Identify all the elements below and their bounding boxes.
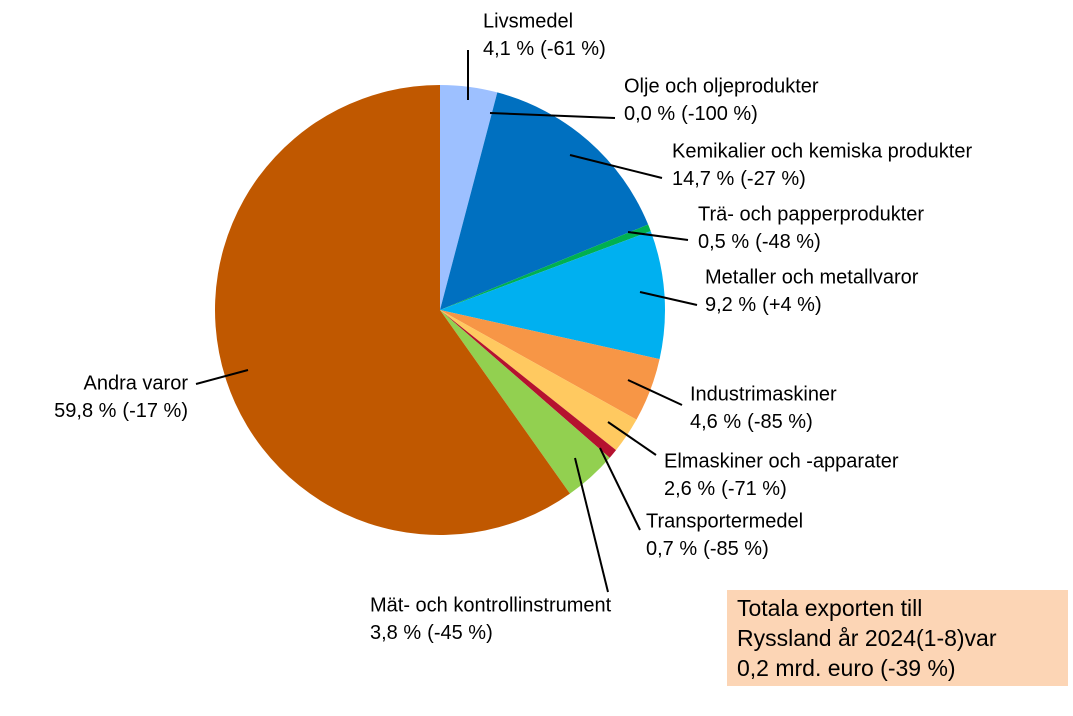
wedge	[440, 224, 651, 310]
value-label: 2,6 %	[664, 478, 715, 500]
wedge	[440, 310, 617, 458]
slice-value: 3,8 % (-45 %)	[370, 622, 493, 644]
annotation-line: Totala exporten till	[737, 595, 922, 621]
wedge	[440, 310, 660, 420]
leader-line	[639, 291, 698, 306]
leader-line	[195, 369, 249, 385]
slice-label: Mät- och kontrollinstrument	[370, 594, 612, 616]
slice-label: Livsmedel	[483, 10, 573, 32]
leader-line	[574, 457, 609, 593]
value-label: 0,0 %	[624, 103, 675, 125]
slice-value: 59,8 % (-17 %)	[54, 400, 188, 422]
slice-value: 0,7 % (-85 %)	[646, 538, 769, 560]
slice-value: 4,1 % (-61 %)	[483, 38, 606, 60]
annotation-line: 0,2 mrd. euro (-39 %)	[737, 655, 956, 681]
change-label: (-100 %)	[681, 103, 758, 125]
wedge	[440, 92, 649, 310]
slice-label: Trä- och papperprodukter	[698, 203, 924, 225]
change-label: (+4 %)	[762, 294, 821, 316]
slice-value: 9,2 % (+4 %)	[705, 294, 822, 316]
slice-value: 2,6 % (-71 %)	[664, 478, 787, 500]
value-label: 3,8 %	[370, 622, 421, 644]
leader-line	[489, 112, 616, 119]
value-label: 4,6 %	[690, 411, 741, 433]
value-label: 0,7 %	[646, 538, 697, 560]
wedge	[440, 310, 610, 494]
value-label: 14,7 %	[672, 168, 734, 190]
wedge	[440, 85, 498, 310]
slice-label: Elmaskiner och -apparater	[664, 450, 899, 472]
value-label: 0,5 %	[698, 231, 749, 253]
slice-value: 0,0 % (-100 %)	[624, 103, 758, 125]
slice-label: Kemikalier och kemiska produkter	[672, 140, 972, 162]
leader-line	[607, 421, 657, 456]
pie	[214, 85, 665, 536]
leader-line	[627, 231, 689, 241]
change-label: (-85 %)	[747, 411, 813, 433]
change-label: (-71 %)	[721, 478, 787, 500]
slice-label: Industrimaskiner	[690, 383, 837, 405]
slice-value: 0,5 % (-48 %)	[698, 231, 821, 253]
annotation-box	[727, 590, 1068, 686]
wedge	[214, 85, 570, 536]
slice-value: 4,6 % (-85 %)	[690, 411, 813, 433]
value-label: 59,8 %	[54, 400, 116, 422]
value-label: 4,1 %	[483, 38, 534, 60]
annotation-line: Ryssland år 2024(1-8)var	[737, 625, 997, 651]
wedge	[440, 231, 665, 360]
labels: Livsmedel 4,1 % (-61 %) Olje och oljeproduk…	[54, 10, 972, 644]
leader-line	[627, 379, 683, 406]
change-label: (-17 %)	[122, 400, 188, 422]
slice-label: Andra varor	[84, 372, 189, 394]
change-label: (-61 %)	[540, 38, 606, 60]
slice-label: Transportermedel	[646, 510, 803, 532]
change-label: (-27 %)	[740, 168, 806, 190]
wedge	[440, 310, 637, 451]
slice-label: Metaller och metallvaror	[705, 266, 919, 288]
change-label: (-85 %)	[703, 538, 769, 560]
annotation: Totala exporten till Ryssland år 2024(1-…	[727, 590, 1068, 686]
change-label: (-48 %)	[755, 231, 821, 253]
leader-line	[569, 154, 663, 179]
slice-value: 14,7 % (-27 %)	[672, 168, 806, 190]
value-label: 9,2 %	[705, 294, 756, 316]
change-label: (-45 %)	[427, 622, 493, 644]
slice-label: Olje och oljeprodukter	[624, 75, 819, 97]
leader-line	[599, 447, 641, 531]
